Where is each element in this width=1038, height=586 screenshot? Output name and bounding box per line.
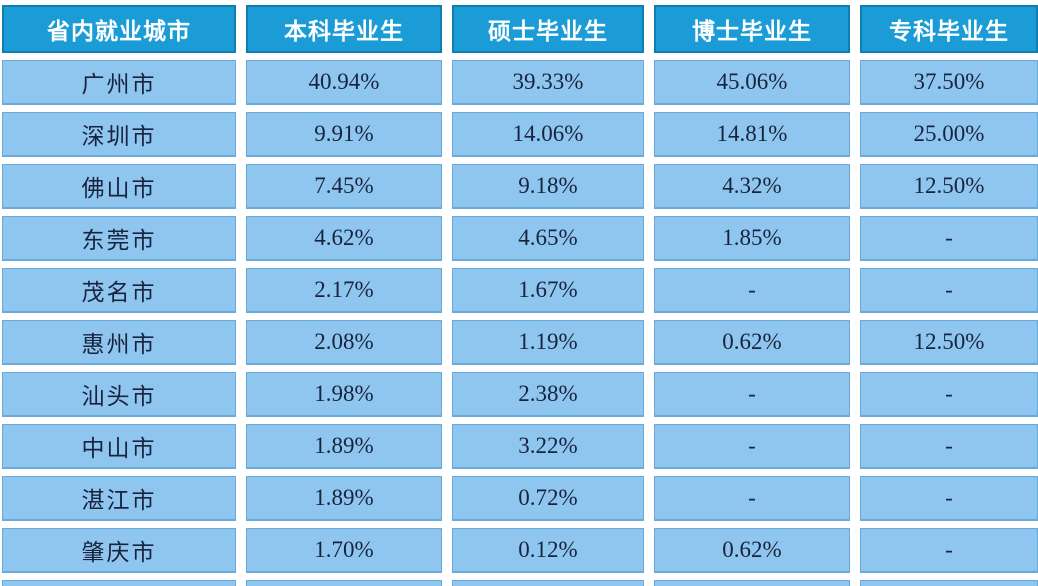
clipped-row-cell: [654, 580, 850, 586]
value-cell: 0.62%: [654, 528, 850, 573]
city-cell: 深圳市: [2, 112, 236, 157]
column-header-master: 硕士毕业生: [452, 5, 644, 53]
value-cell: 3.22%: [452, 424, 644, 469]
column-header-associate: 专科毕业生: [860, 5, 1038, 53]
value-cell: 2.17%: [246, 268, 442, 313]
column-header-city: 省内就业城市: [2, 5, 236, 53]
value-cell: 4.65%: [452, 216, 644, 261]
value-cell: 14.81%: [654, 112, 850, 157]
clipped-row-cell: [2, 580, 236, 586]
value-cell: 1.67%: [452, 268, 644, 313]
value-cell: -: [860, 372, 1038, 417]
city-cell: 惠州市: [2, 320, 236, 365]
city-cell: 中山市: [2, 424, 236, 469]
city-cell: 东莞市: [2, 216, 236, 261]
value-cell: 4.62%: [246, 216, 442, 261]
value-cell: 45.06%: [654, 60, 850, 105]
clipped-row-cell: [860, 580, 1038, 586]
value-cell: -: [654, 424, 850, 469]
value-cell: 14.06%: [452, 112, 644, 157]
clipped-row-cell: [452, 580, 644, 586]
city-cell: 佛山市: [2, 164, 236, 209]
city-cell: 广州市: [2, 60, 236, 105]
value-cell: 0.72%: [452, 476, 644, 521]
value-cell: 4.32%: [654, 164, 850, 209]
value-cell: 1.89%: [246, 476, 442, 521]
value-cell: 12.50%: [860, 320, 1038, 365]
value-cell: 2.08%: [246, 320, 442, 365]
value-cell: -: [654, 372, 850, 417]
value-cell: 25.00%: [860, 112, 1038, 157]
value-cell: -: [860, 528, 1038, 573]
column-header-doctor: 博士毕业生: [654, 5, 850, 53]
value-cell: 9.91%: [246, 112, 442, 157]
value-cell: 0.62%: [654, 320, 850, 365]
value-cell: 1.85%: [654, 216, 850, 261]
value-cell: -: [654, 268, 850, 313]
value-cell: 12.50%: [860, 164, 1038, 209]
city-cell: 汕头市: [2, 372, 236, 417]
value-cell: 7.45%: [246, 164, 442, 209]
value-cell: -: [860, 216, 1038, 261]
value-cell: 1.19%: [452, 320, 644, 365]
city-cell: 茂名市: [2, 268, 236, 313]
value-cell: 1.98%: [246, 372, 442, 417]
city-cell: 肇庆市: [2, 528, 236, 573]
clipped-row-cell: [246, 580, 442, 586]
value-cell: 9.18%: [452, 164, 644, 209]
value-cell: 0.12%: [452, 528, 644, 573]
column-header-bachelor: 本科毕业生: [246, 5, 442, 53]
value-cell: 37.50%: [860, 60, 1038, 105]
value-cell: 1.89%: [246, 424, 442, 469]
value-cell: -: [860, 476, 1038, 521]
value-cell: -: [860, 424, 1038, 469]
value-cell: 40.94%: [246, 60, 442, 105]
value-cell: -: [654, 476, 850, 521]
value-cell: -: [860, 268, 1038, 313]
value-cell: 39.33%: [452, 60, 644, 105]
city-cell: 湛江市: [2, 476, 236, 521]
value-cell: 2.38%: [452, 372, 644, 417]
value-cell: 1.70%: [246, 528, 442, 573]
